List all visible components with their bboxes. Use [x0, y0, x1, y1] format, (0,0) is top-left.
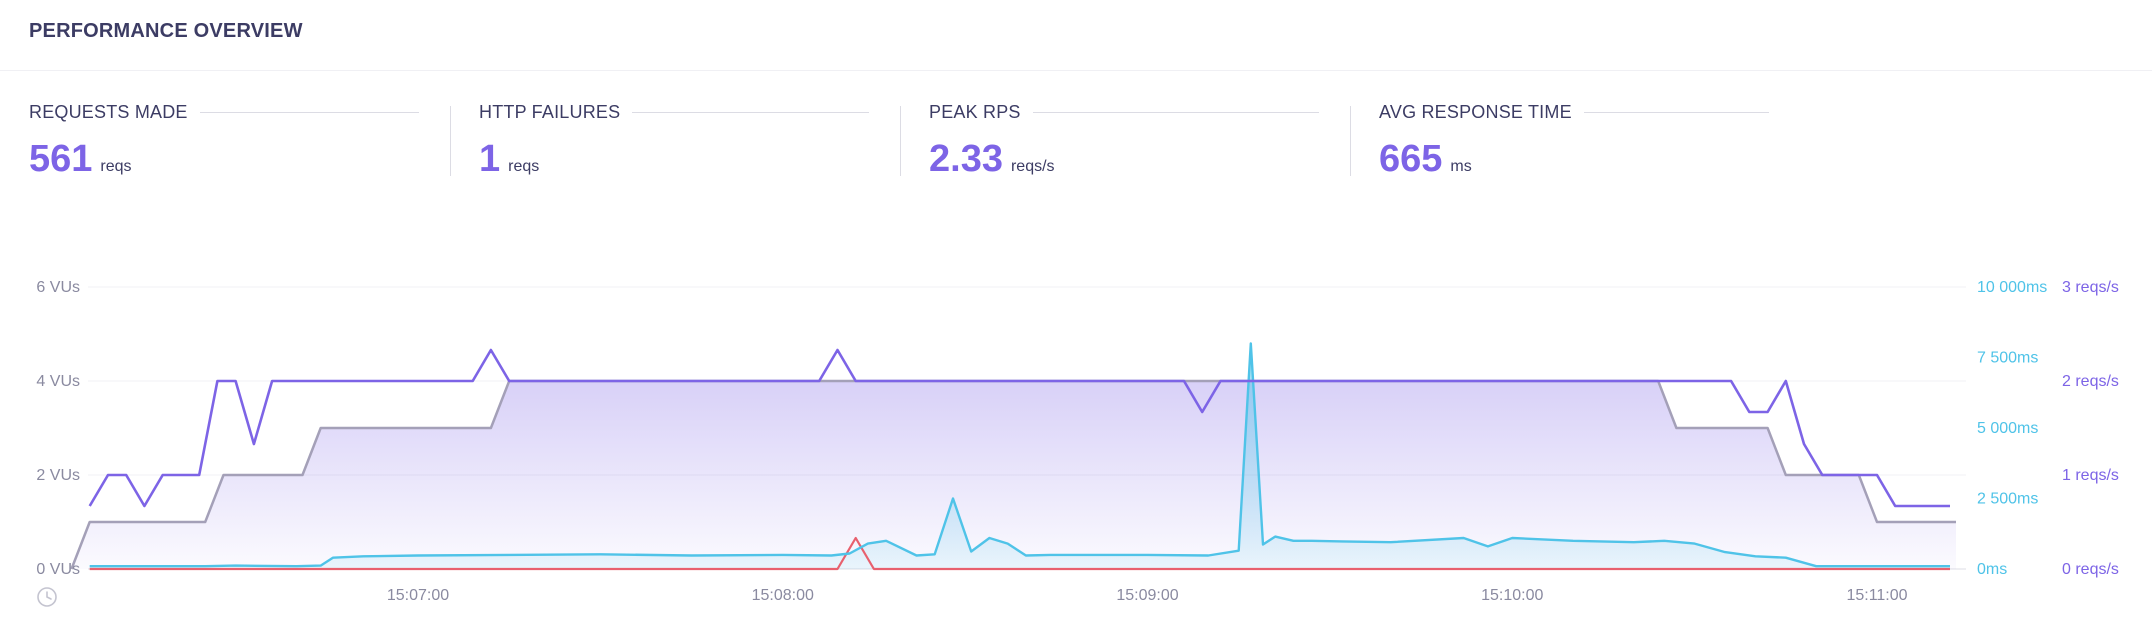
stat-unit: reqs/s	[1010, 158, 1055, 175]
x-tick-label: 15:07:00	[387, 587, 449, 604]
y-tick-label: 2 VUs	[36, 467, 80, 484]
stat-divider	[450, 106, 451, 176]
y-tick-label: 0 reqs/s	[2062, 561, 2119, 578]
rps-line	[88, 348, 1950, 508]
stat-peak-rps: PEAK RPS 2.33 reqs/s	[929, 100, 1349, 190]
chart-lines	[70, 342, 1956, 571]
stat-label: REQUESTS MADE	[29, 101, 188, 122]
stat-label: AVG RESPONSE TIME	[1379, 101, 1572, 122]
y-tick-label: 2 500ms	[1977, 491, 2038, 508]
stat-value: 2.33	[929, 138, 1003, 180]
stat-label-rule	[1032, 111, 1319, 113]
y-tick-label: 10 000ms	[1977, 279, 2047, 296]
x-tick-label: 15:09:00	[1116, 587, 1178, 604]
y-axis-vus: 0 VUs 2 VUs 4 VUs 6 VUs	[36, 279, 80, 578]
stat-value: 561	[29, 138, 93, 180]
x-tick-label: 15:10:00	[1481, 587, 1543, 604]
stat-value: 665	[1379, 138, 1443, 180]
y-tick-label: 5 000ms	[1977, 420, 2038, 437]
y-tick-label: 6 VUs	[36, 279, 80, 296]
y-tick-label: 0ms	[1977, 561, 2007, 578]
stat-divider	[1350, 106, 1351, 176]
y-tick-label: 4 VUs	[36, 373, 80, 390]
stat-label: HTTP FAILURES	[479, 101, 621, 122]
y-tick-label: 1 reqs/s	[2062, 467, 2119, 484]
y-axis-response-time: 0ms 2 500ms 5 000ms 7 500ms 10 000ms	[1977, 279, 2047, 578]
panel-header: PERFORMANCE OVERVIEW	[0, 0, 2152, 71]
y-tick-label: 2 reqs/s	[2062, 373, 2119, 390]
failures-line	[89, 536, 1950, 571]
stat-value: 1	[479, 138, 501, 180]
y-tick-label: 3 reqs/s	[2062, 279, 2119, 296]
stat-label-rule	[632, 111, 869, 113]
clock-icon	[37, 587, 57, 607]
stat-avg-response-time: AVG RESPONSE TIME 665 ms	[1379, 100, 1799, 190]
stat-requests-made: REQUESTS MADE 561 reqs	[29, 100, 449, 190]
x-tick-label: 15:08:00	[752, 587, 814, 604]
x-tick-label: 15:11:00	[1846, 587, 1907, 604]
vus-area	[71, 381, 1956, 569]
x-axis-time: 15:07:00 15:08:00 15:09:00 15:10:00 15:11:00	[387, 587, 1908, 604]
stat-label: PEAK RPS	[929, 101, 1021, 122]
stat-divider	[900, 106, 901, 176]
y-axis-rps: 0 reqs/s 1 reqs/s 2 reqs/s 3 reqs/s	[2062, 279, 2119, 578]
stat-http-failures: HTTP FAILURES 1 reqs	[479, 100, 899, 190]
y-tick-label: 0 VUs	[36, 561, 80, 578]
stat-label-rule	[199, 111, 419, 113]
stat-unit: reqs	[508, 158, 540, 175]
response-time-line	[89, 342, 1950, 568]
chart-areas	[71, 343, 1956, 569]
y-tick-label: 7 500ms	[1977, 350, 2038, 367]
stat-unit: reqs	[100, 158, 132, 175]
stat-label-rule	[1583, 111, 1769, 113]
stat-unit: ms	[1450, 158, 1472, 175]
page-title: PERFORMANCE OVERVIEW	[29, 20, 303, 42]
